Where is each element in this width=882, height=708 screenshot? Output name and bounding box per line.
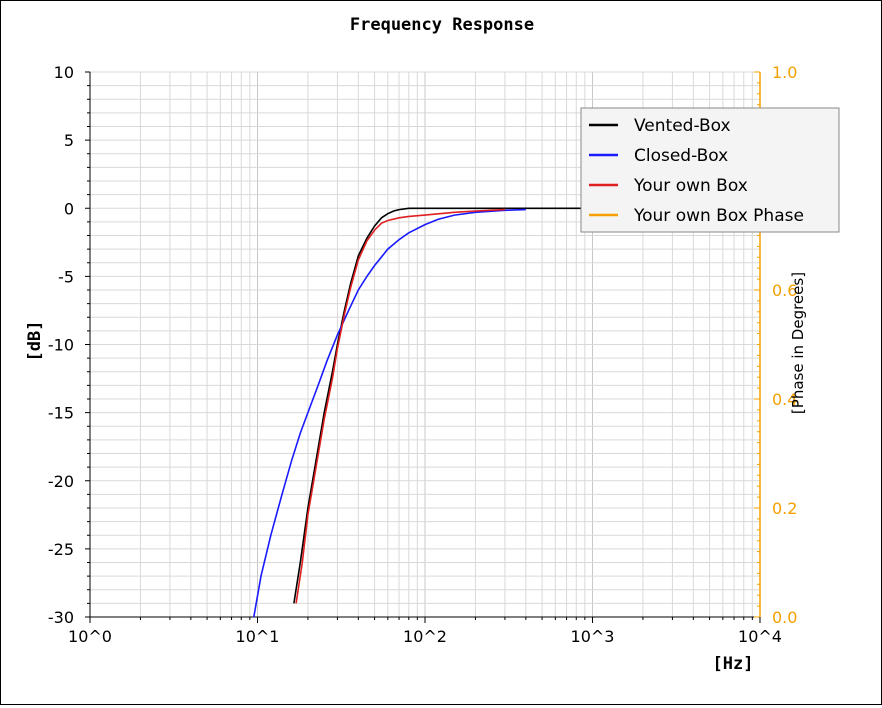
legend-box [580,107,840,233]
series-line-your-own-box [295,208,505,604]
legend-label-vented-box: Vented-Box [634,116,731,136]
y2-tick-label: 0.2 [772,499,797,518]
chart-title: Frequency Response [350,15,534,35]
y-tick-label: -30 [48,608,74,627]
grid [89,71,760,618]
y-tick-label: -10 [48,336,74,355]
x-tick-label: 10^1 [236,627,280,646]
series-line-closed-box [253,208,526,618]
x-tick-label: 10^0 [68,627,112,646]
y2-tick-label: 0.4 [772,390,797,409]
y-tick-label: 10 [54,63,74,82]
y2-tick-label: 1.0 [772,63,797,82]
x-axis-label: [Hz] [713,654,754,674]
y2-axis-label: [Phase in Degrees] [789,272,807,414]
series-layer [253,207,593,618]
legend-label-closed-box: Closed-Box [634,146,728,166]
y-axis-label: [dB] [25,321,45,362]
y-tick-label: 0 [64,199,74,218]
y-tick-label: -20 [48,472,74,491]
y-tick-label: -15 [48,404,74,423]
x-tick-label: 10^2 [403,627,447,646]
x-tick-label: 10^4 [738,627,782,646]
y-tick-label: -5 [58,267,74,286]
y-tick-label: 5 [64,131,74,150]
y2-tick-label: 0.0 [772,608,797,627]
legend: Vented-Box Closed-Box Your own Box Your own… [580,107,840,233]
legend-label-your-own-box-phase: Your own Box Phase [633,206,804,226]
y-tick-label: -25 [48,540,74,559]
legend-label-your-own-box: Your own Box [633,176,748,196]
x-tick-label: 10^3 [571,627,615,646]
y2-tick-label: 0.6 [772,281,797,300]
series-line-vented-box [293,207,593,604]
